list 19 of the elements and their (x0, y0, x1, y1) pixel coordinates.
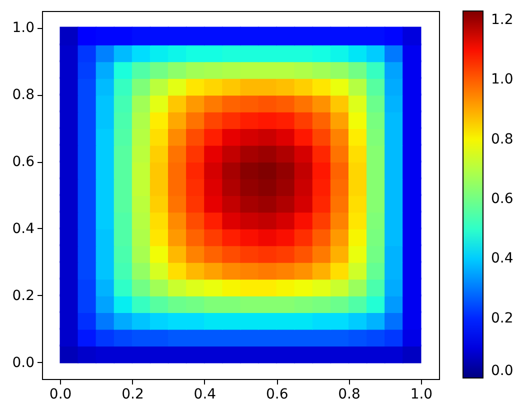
x-tick-label: 0.0 (49, 386, 72, 402)
y-tick-label: 0.8 (12, 87, 34, 104)
color-bar-label: 1.2 (491, 12, 514, 28)
x-tick-label: 0.4 (194, 386, 216, 402)
y-tick-label: 0.4 (12, 220, 35, 237)
x-tick-label: 1.0 (410, 386, 433, 402)
color-bar-label: 1.0 (491, 72, 514, 88)
x-tick-label: 0.2 (122, 386, 144, 402)
x-tick-label: 0.6 (266, 386, 288, 402)
color-bar-label: 0.0 (491, 363, 514, 379)
color-bar-label: 0.4 (491, 250, 514, 267)
x-tick-label: 0.8 (338, 386, 360, 402)
color-bar-label: 0.8 (491, 131, 514, 148)
y-tick-label: 0.2 (12, 288, 34, 304)
y-tick-label: 0.0 (12, 354, 34, 371)
y-tick-label: 1.0 (12, 20, 34, 36)
color-bar-label: 0.2 (491, 310, 514, 326)
color-bar-label: 0.6 (491, 190, 514, 207)
y-tick-label: 0.6 (12, 154, 35, 170)
